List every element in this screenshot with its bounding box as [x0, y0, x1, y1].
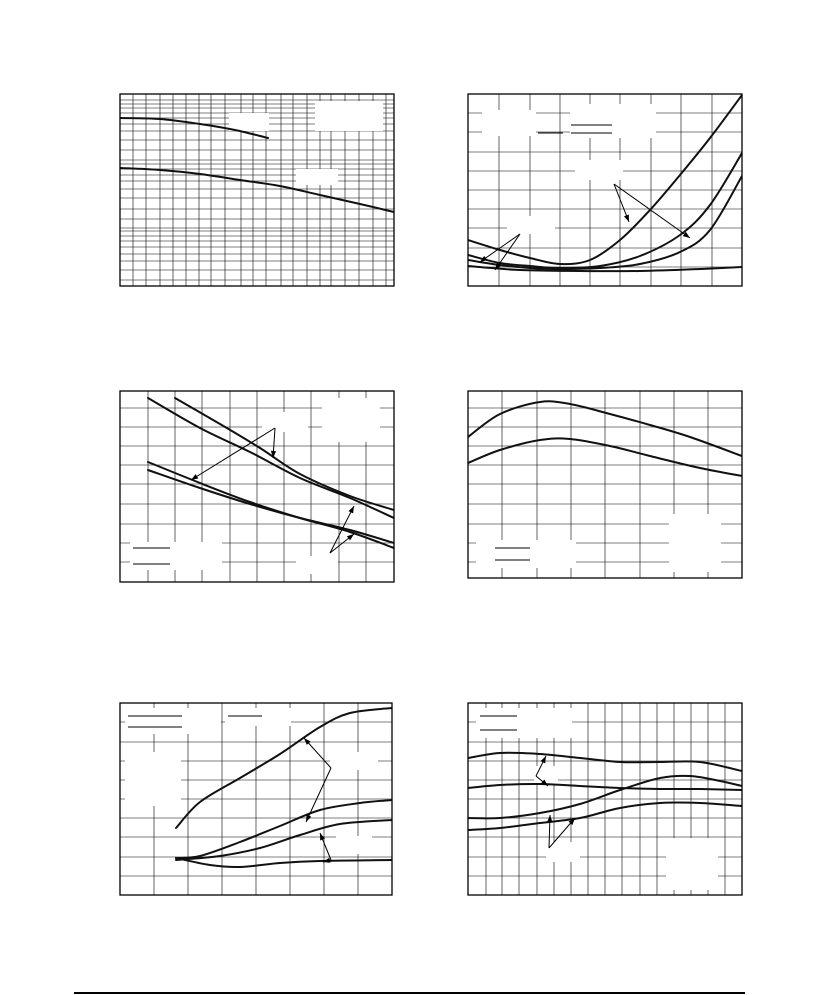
legend-box [229, 113, 269, 131]
series-line-4 [468, 801, 742, 831]
plot-frame [467, 93, 743, 287]
legend-box [322, 398, 380, 442]
arrow-head [304, 738, 311, 745]
legend-box [546, 842, 580, 862]
legend-box [125, 708, 221, 734]
annotation-arrow [494, 233, 521, 271]
legend-box [666, 838, 718, 890]
arrow-head [540, 756, 546, 764]
series-line-3 [468, 774, 742, 820]
legend-box [570, 104, 656, 138]
series-line-1 [468, 400, 742, 457]
arrow-head [348, 506, 354, 514]
arrow-head [191, 474, 199, 480]
series-line-2 [468, 782, 742, 791]
series-line-3 [175, 819, 392, 861]
annotation-arrow [190, 427, 276, 481]
plot-frame [467, 390, 743, 579]
legend-box [476, 540, 576, 568]
series-line-1 [120, 117, 269, 139]
legend-box [125, 752, 181, 806]
arrow-head [270, 450, 277, 458]
legend-box [534, 766, 558, 784]
series-line-1 [175, 707, 392, 829]
annotation-arrow [613, 183, 691, 239]
series-line-1 [468, 751, 742, 772]
arrow-head [306, 814, 312, 822]
legend-box [575, 160, 623, 180]
series-line-2 [120, 167, 394, 213]
series-line-3 [147, 461, 394, 549]
arrow-head [495, 262, 502, 270]
legend-box [482, 110, 536, 136]
arrow-head [568, 818, 575, 825]
legend-box [296, 556, 338, 574]
plot-frame [119, 702, 393, 896]
legend-box [476, 708, 572, 738]
series-line-1 [468, 94, 742, 266]
arrow-head [323, 857, 331, 863]
plot-frame [119, 390, 395, 583]
series-line-2 [174, 397, 394, 511]
arrow-head [624, 214, 629, 222]
legend-box [669, 514, 721, 572]
annotation-arrow [479, 233, 521, 263]
chart-panel-1 [119, 93, 395, 287]
legend-box [507, 216, 555, 234]
series-line-2 [468, 437, 742, 477]
legend-box [296, 169, 338, 185]
plot-frame [467, 702, 743, 896]
arrow-head [541, 779, 548, 786]
legend-box [262, 412, 308, 432]
plot-frame [119, 93, 395, 287]
series-line-4 [468, 265, 742, 273]
chart-panels [119, 93, 743, 896]
legend-box [336, 836, 372, 854]
arrow-head [480, 255, 488, 262]
arrow-head [682, 231, 690, 238]
legend-box [225, 708, 291, 726]
annotation-arrow [329, 505, 355, 554]
arrow-head [346, 534, 354, 541]
series-line-4 [147, 469, 394, 544]
legend-box [315, 101, 383, 131]
legend-box [130, 542, 222, 570]
series-line-1 [147, 397, 394, 519]
chart-panel-6 [467, 702, 743, 896]
arrow-head [547, 815, 553, 823]
arrow-head [320, 833, 325, 841]
series-line-3 [468, 175, 742, 270]
series-line-4 [175, 857, 392, 869]
chart-panel-3 [119, 390, 395, 583]
legend-box [330, 752, 378, 770]
chart-panel-2 [467, 93, 743, 287]
annotation-arrow [305, 767, 332, 823]
chart-panel-5 [119, 702, 393, 896]
series-line-2 [175, 799, 392, 859]
series-line-2 [468, 152, 742, 269]
chart-panel-4 [467, 390, 743, 579]
